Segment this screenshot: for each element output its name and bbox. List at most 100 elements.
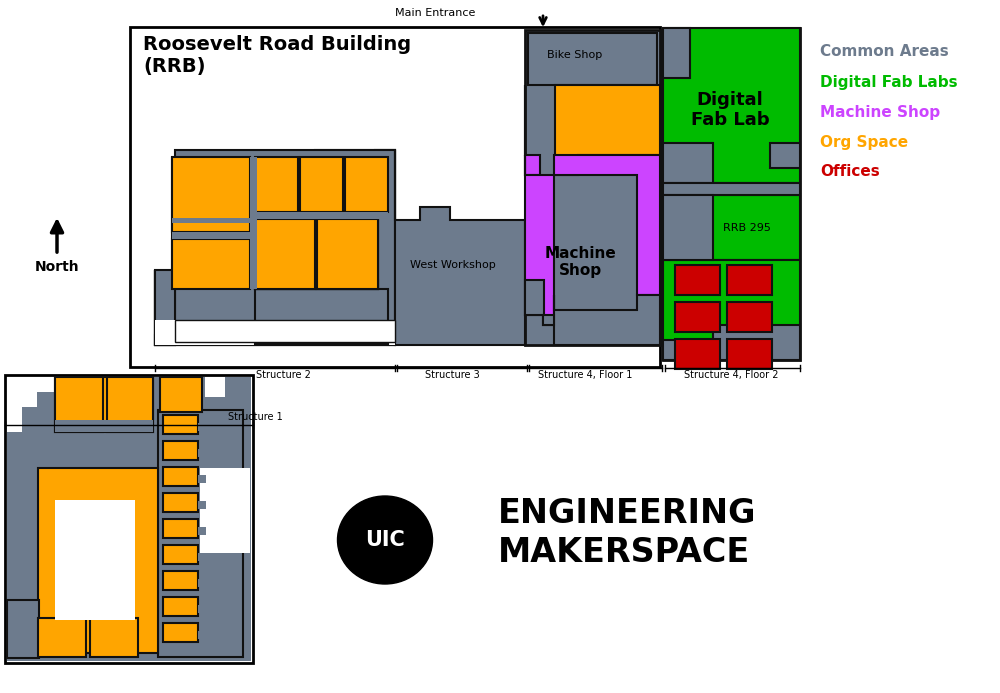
Polygon shape: [155, 150, 395, 345]
Text: Digital
Fab Lab: Digital Fab Lab: [691, 91, 769, 130]
Bar: [255, 289, 388, 344]
Bar: [727, 339, 772, 369]
Text: UIC: UIC: [365, 530, 405, 550]
Bar: [675, 302, 720, 332]
Bar: [163, 467, 198, 486]
Text: Structure 4, Floor 1: Structure 4, Floor 1: [538, 370, 632, 380]
Text: RRB 295: RRB 295: [723, 223, 771, 233]
Text: Bike Shop: Bike Shop: [547, 50, 603, 60]
Bar: [55, 377, 103, 432]
Bar: [675, 339, 720, 369]
Bar: [163, 441, 198, 460]
Bar: [663, 195, 713, 260]
Bar: [155, 320, 395, 345]
Bar: [163, 415, 198, 434]
Bar: [525, 280, 544, 315]
Text: Main Entrance: Main Entrance: [395, 8, 475, 18]
Bar: [255, 219, 315, 289]
Bar: [250, 157, 257, 289]
Text: Machine Shop: Machine Shop: [820, 105, 940, 119]
Text: Structure 4, Floor 2: Structure 4, Floor 2: [684, 370, 778, 380]
Text: Structure 1: Structure 1: [228, 412, 282, 422]
Bar: [158, 410, 243, 657]
Bar: [163, 493, 198, 512]
Bar: [130, 27, 660, 367]
Bar: [663, 143, 713, 183]
Bar: [198, 605, 206, 613]
Bar: [172, 232, 250, 239]
Text: Offices: Offices: [820, 164, 880, 179]
Bar: [317, 219, 378, 289]
Text: West Workshop: West Workshop: [410, 260, 496, 270]
Bar: [7, 377, 251, 661]
Bar: [200, 468, 250, 553]
Bar: [172, 157, 250, 232]
Polygon shape: [555, 85, 660, 175]
Bar: [255, 212, 388, 219]
Bar: [543, 315, 554, 325]
Bar: [38, 468, 158, 653]
Ellipse shape: [338, 496, 432, 584]
Bar: [155, 270, 175, 345]
Bar: [663, 195, 800, 260]
Bar: [107, 377, 153, 432]
Polygon shape: [395, 150, 525, 345]
Bar: [663, 28, 800, 183]
Text: Machine
Shop: Machine Shop: [544, 246, 616, 278]
Bar: [198, 449, 206, 457]
Bar: [7, 407, 22, 432]
Bar: [255, 219, 315, 289]
Bar: [38, 618, 86, 657]
Bar: [198, 423, 206, 431]
Bar: [163, 623, 198, 642]
Polygon shape: [525, 85, 540, 175]
Bar: [770, 143, 800, 168]
Polygon shape: [554, 295, 660, 345]
Bar: [345, 157, 388, 212]
Bar: [163, 519, 198, 538]
Bar: [7, 377, 37, 407]
Text: North: North: [35, 260, 79, 274]
Text: ENGINEERING
MAKERSPACE: ENGINEERING MAKERSPACE: [498, 498, 757, 568]
Bar: [198, 579, 206, 587]
Bar: [727, 302, 772, 332]
Bar: [525, 30, 660, 345]
Bar: [55, 420, 153, 432]
Polygon shape: [255, 219, 378, 289]
Bar: [255, 157, 298, 212]
Bar: [37, 377, 55, 392]
Bar: [663, 260, 800, 360]
Bar: [7, 600, 39, 658]
Bar: [663, 340, 800, 360]
Text: Structure 3: Structure 3: [425, 370, 479, 380]
Bar: [163, 597, 198, 616]
Bar: [175, 320, 395, 342]
Bar: [198, 527, 206, 535]
Bar: [528, 33, 657, 85]
Text: Org Space: Org Space: [820, 134, 908, 150]
Bar: [198, 631, 206, 639]
Bar: [55, 500, 135, 620]
Bar: [713, 325, 800, 360]
Text: Common Areas: Common Areas: [820, 44, 949, 60]
Bar: [172, 218, 250, 223]
Bar: [300, 157, 343, 212]
Bar: [90, 618, 138, 657]
Bar: [198, 501, 206, 509]
Bar: [172, 239, 250, 289]
Bar: [5, 375, 253, 663]
Bar: [675, 265, 720, 295]
Polygon shape: [155, 150, 395, 345]
Bar: [198, 553, 206, 561]
Bar: [38, 468, 158, 616]
Bar: [663, 183, 800, 195]
Bar: [317, 219, 378, 289]
Text: Digital Fab Labs: Digital Fab Labs: [820, 75, 958, 89]
Bar: [727, 265, 772, 295]
Bar: [172, 158, 250, 268]
Bar: [160, 377, 202, 412]
Bar: [55, 377, 153, 432]
Polygon shape: [525, 155, 660, 325]
Polygon shape: [255, 219, 378, 289]
Bar: [198, 475, 206, 483]
